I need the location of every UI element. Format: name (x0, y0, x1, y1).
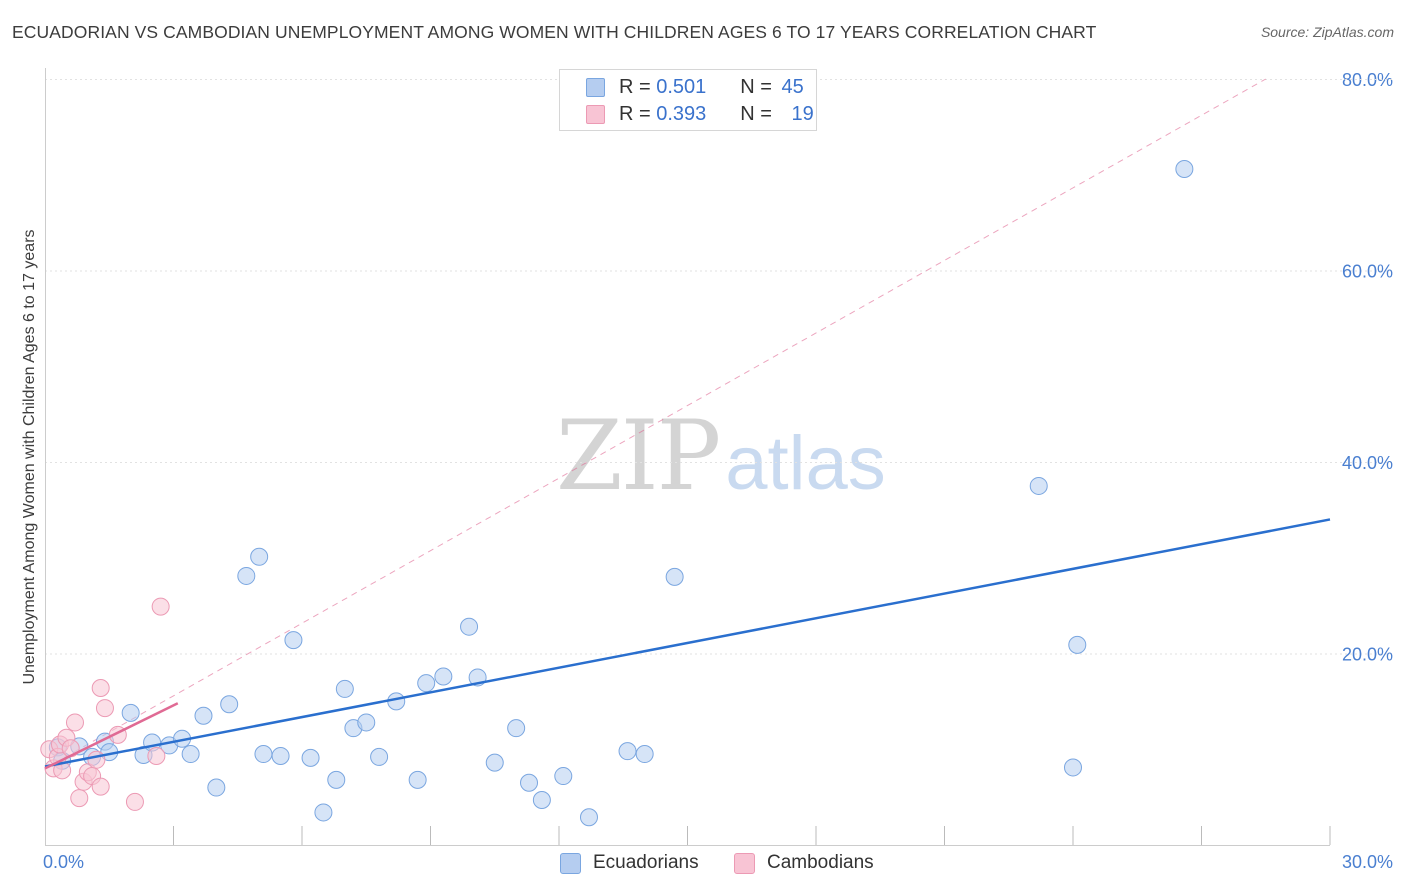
ecuadorian-point (121, 703, 140, 722)
bottom-legend-ecuadorians: Ecuadorians (560, 852, 699, 874)
ecuadorian-point (1029, 476, 1048, 495)
watermark-zip: ZIP (556, 400, 721, 512)
ecuadorian-point (194, 706, 213, 725)
cambodian-trend-extended (44, 78, 1266, 769)
ecuadorian-point (1068, 635, 1087, 654)
ecuadorian-point (460, 617, 479, 636)
ecuadorian-point (579, 808, 598, 827)
bottom-legend-label-cambodians: Cambodians (767, 852, 874, 873)
y-tick-label: 40.0% (1342, 453, 1393, 473)
watermark: ZIPatlas (556, 400, 886, 512)
y-tick-label: 20.0% (1342, 645, 1393, 665)
ecuadorian-point (271, 746, 290, 765)
ecuadorian-point (181, 745, 200, 764)
ecuadorian-point (417, 674, 436, 693)
cambodian-point (91, 777, 110, 796)
ecuadorian-point (532, 790, 551, 809)
ecuadorian-point (327, 770, 346, 789)
x-tick-label: 30.0% (1342, 852, 1393, 872)
x-tick-label: 0.0% (43, 852, 84, 872)
cambodian-point (95, 699, 114, 718)
bottom-swatch-ecuadorians (560, 852, 581, 874)
legend: R = 0.501 N = 45 R = 0.393 N = 19 (559, 69, 817, 131)
ecuadorian-point (220, 695, 239, 714)
legend-r-value: 0.501 (656, 75, 707, 98)
cambodian-point (125, 792, 144, 811)
legend-n-label: N = (740, 102, 778, 125)
legend-n-label: N = (740, 75, 778, 98)
ecuadorian-point (520, 773, 539, 792)
cambodian-point (91, 678, 110, 697)
ecuadorian-trend-line (44, 518, 1331, 768)
legend-r-value: 0.393 (656, 102, 707, 125)
cambodian-point (53, 761, 72, 780)
cambodian-point (151, 597, 170, 616)
legend-row-ecuadorians: R = 0.501 N = 45 (586, 75, 804, 99)
y-tick-label: 60.0% (1342, 262, 1393, 282)
ecuadorian-point (507, 719, 526, 738)
legend-swatch-cambodians (586, 104, 605, 124)
source-label: Source: ZipAtlas.com (1260, 24, 1394, 40)
ecuadorian-point (284, 631, 303, 650)
cambodian-point (65, 713, 84, 732)
ecuadorian-point (357, 713, 376, 732)
ecuadorian-point (1175, 160, 1194, 179)
chart-title: ECUADORIAN VS CAMBODIAN UNEMPLOYMENT AMO… (12, 22, 1097, 42)
ecuadorian-point (1064, 758, 1082, 777)
ecuadorian-point (665, 567, 684, 586)
bottom-swatch-cambodians (734, 852, 755, 874)
ecuadorian-point (250, 547, 269, 566)
watermark-atlas: atlas (725, 421, 886, 506)
bottom-legend-label-ecuadorians: Ecuadorians (593, 852, 699, 873)
ecuadorian-point (370, 747, 389, 766)
ecuadorian-point (485, 753, 504, 772)
cambodian-point (87, 750, 106, 769)
legend-r-label: R = (619, 102, 657, 125)
ecuadorian-point (254, 745, 273, 764)
ecuadorian-point (635, 745, 654, 764)
legend-n-value: 19 (791, 102, 814, 125)
cambodian-point (70, 789, 89, 808)
ecuadorian-point (237, 566, 256, 585)
legend-swatch-ecuadorians (586, 77, 605, 97)
ecuadorian-point (335, 679, 354, 698)
ecuadorian-point (207, 778, 226, 797)
legend-r-label: R = (619, 75, 657, 98)
ecuadorian-point (314, 803, 333, 822)
bottom-legend-cambodians: Cambodians (734, 852, 874, 874)
ecuadorian-point (554, 767, 573, 786)
cambodian-trend-line (44, 702, 179, 770)
ecuadorian-point (618, 742, 637, 761)
y-tick-label: 80.0% (1342, 70, 1393, 90)
cambodian-point (147, 746, 166, 765)
ecuadorian-point (301, 748, 320, 767)
ecuadorian-point (434, 667, 453, 686)
legend-row-cambodians: R = 0.393 N = 19 (586, 102, 814, 126)
legend-n-value: 45 (781, 75, 804, 98)
ecuadorian-point (408, 770, 427, 789)
